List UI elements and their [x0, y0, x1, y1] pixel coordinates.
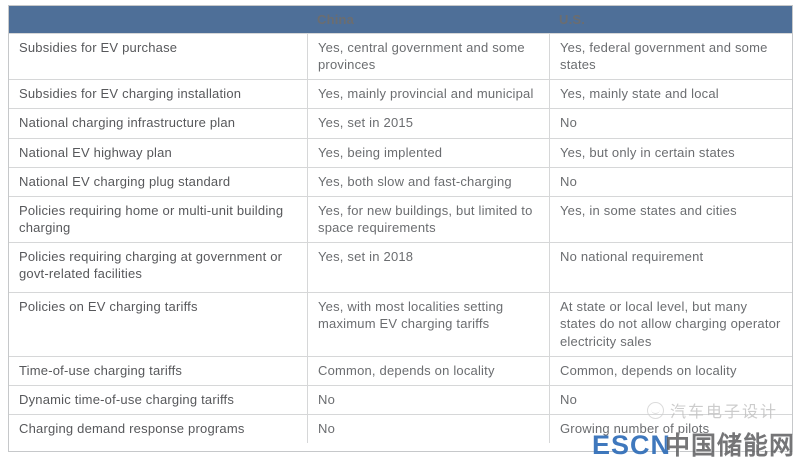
table-row: National EV charging plug standard Yes, b… — [9, 166, 792, 196]
row-label: Policies on EV charging tariffs — [19, 299, 198, 315]
row-label: Subsidies for EV charging installation — [19, 86, 242, 102]
us-value: Growing number of pilots — [549, 415, 792, 444]
us-value: No — [549, 109, 792, 138]
china-value: Yes, for new buildings, but limited to s… — [307, 196, 549, 243]
china-value: Common, depends on locality — [307, 356, 549, 385]
table-row: Subsidies for EV purchase Yes, central go… — [9, 33, 792, 80]
row-label: Policies requiring home or multi-unit bu… — [19, 202, 284, 236]
row-label: Policies requiring charging at governmen… — [19, 249, 283, 282]
table-row: Policies on EV charging tariffs Yes, with… — [9, 292, 792, 356]
table-row: Dynamic time-of-use charging tariffs No No — [9, 384, 792, 415]
china-value: Yes, mainly provincial and municipal — [307, 80, 549, 109]
us-value: Common, depends on locality — [549, 356, 792, 385]
table-row: Charging demand response programs No Growi… — [9, 414, 792, 444]
table-row: Policies requiring home or multi-unit bu… — [9, 195, 792, 243]
row-label: National charging infrastructure plan — [19, 115, 236, 131]
china-value: Yes, both slow and fast-charging — [307, 167, 549, 196]
row-label: Dynamic time-of-use charging tariffs — [19, 391, 235, 407]
china-value: No — [307, 385, 549, 415]
table-row: National charging infrastructure plan Yes… — [9, 108, 792, 138]
policy-comparison-table: China U.S. Subsidies for EV purchase Yes,… — [8, 5, 793, 452]
row-label: Subsidies for EV purchase — [19, 40, 178, 55]
row-label: National EV charging plug standard — [19, 173, 231, 189]
us-value: Yes, federal government and some states — [549, 34, 792, 80]
row-label: Time-of-use charging tariffs — [19, 362, 183, 378]
row-label: Charging demand response programs — [19, 421, 245, 437]
us-value: No national requirement — [549, 243, 792, 293]
header-us: U.S. — [559, 11, 586, 27]
table-row: Time-of-use charging tariffs Common, depe… — [9, 355, 792, 385]
us-value: Yes, mainly state and local — [549, 80, 792, 109]
china-value: Yes, being implented — [307, 138, 549, 167]
us-value: Yes, in some states and cities — [549, 196, 792, 243]
us-value: No — [549, 167, 792, 196]
china-value: Yes, central government and some provinc… — [307, 34, 549, 80]
table-row: National EV highway plan Yes, being imple… — [9, 137, 792, 167]
table-header-row: China U.S. — [9, 6, 792, 33]
china-value: Yes, set in 2015 — [307, 109, 549, 138]
us-value: At state or local level, but many states… — [549, 293, 792, 356]
us-value: No — [549, 385, 792, 415]
table-row: Policies requiring charging at governmen… — [9, 242, 792, 293]
table-row: Subsidies for EV charging installation Ye… — [9, 79, 792, 109]
china-value: Yes, set in 2018 — [307, 243, 549, 293]
header-china: China — [317, 11, 355, 27]
china-value: No — [307, 415, 549, 444]
us-value: Yes, but only in certain states — [549, 138, 792, 167]
china-value: Yes, with most localities setting maximu… — [307, 293, 549, 356]
row-label: National EV highway plan — [19, 144, 172, 160]
table-body: Subsidies for EV purchase Yes, central go… — [9, 33, 792, 444]
